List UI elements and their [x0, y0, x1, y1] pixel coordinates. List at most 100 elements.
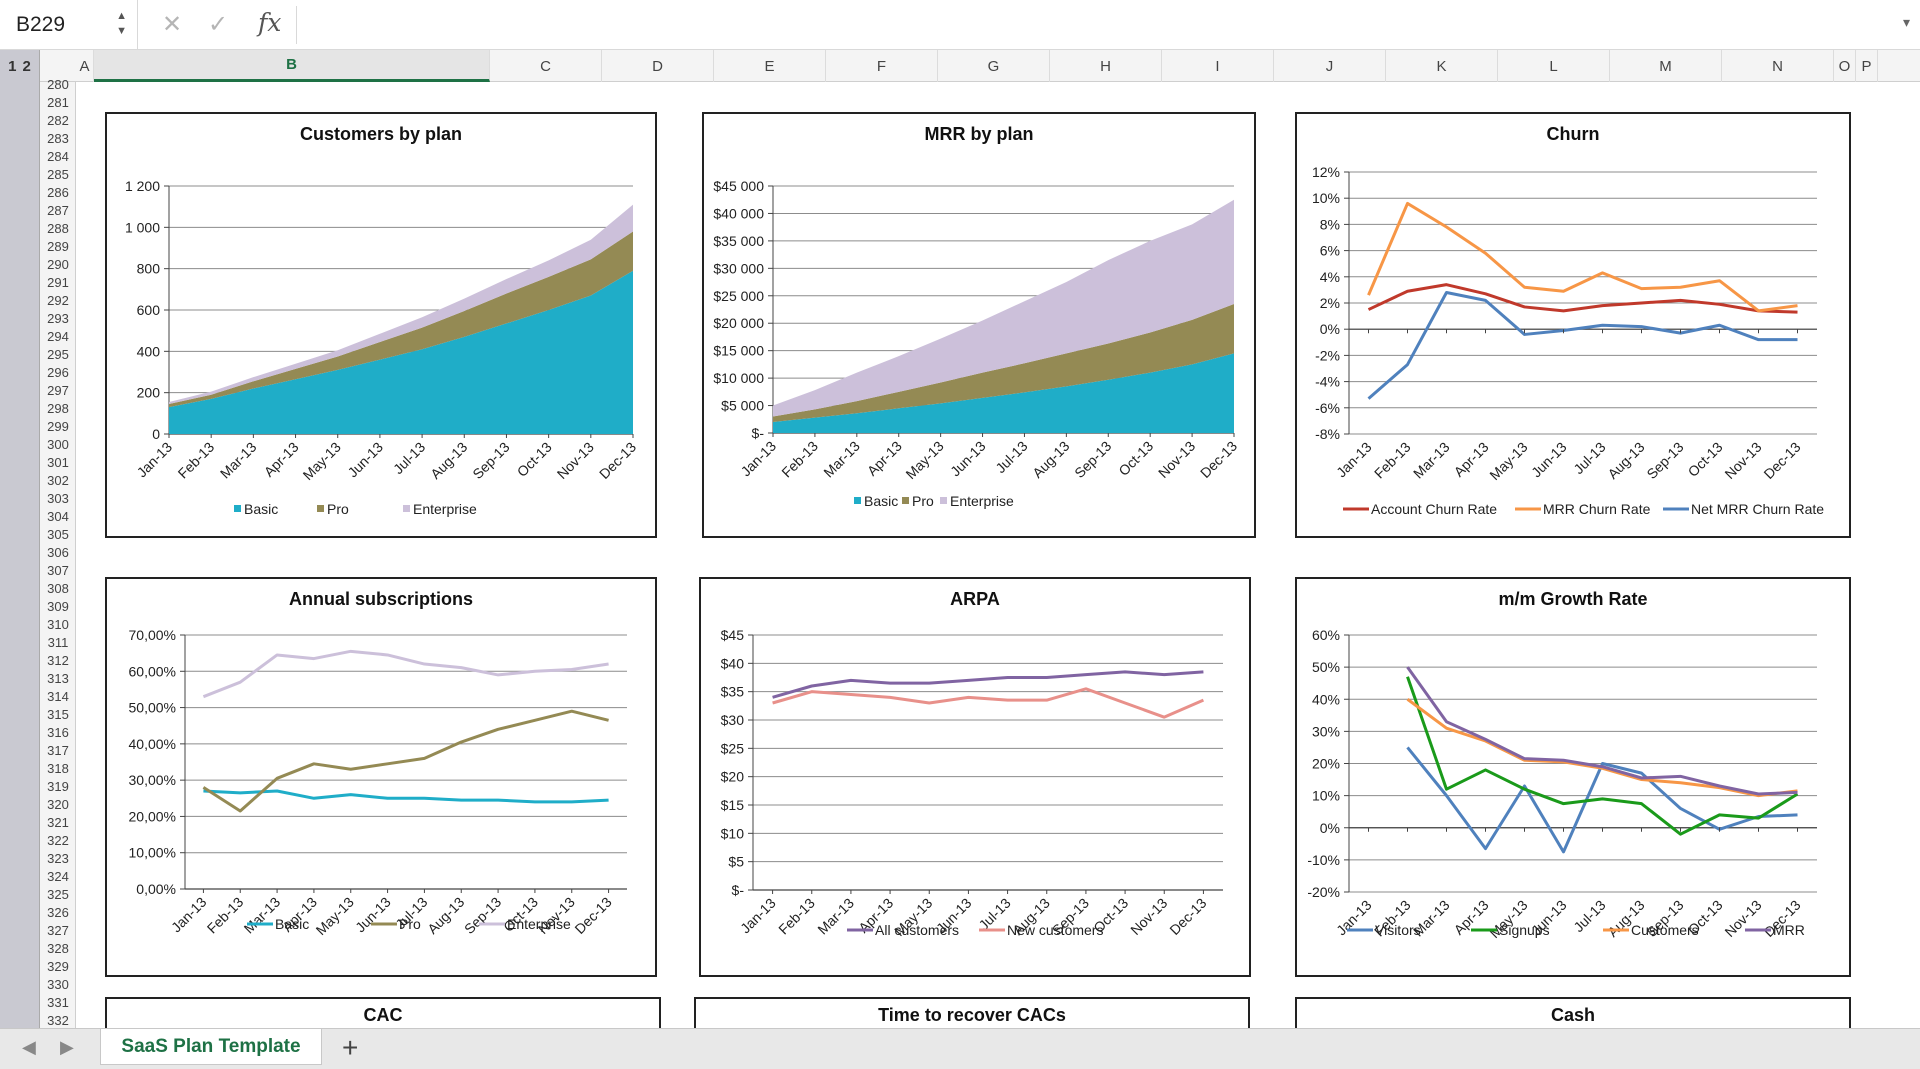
- column-header-a[interactable]: A: [76, 50, 94, 82]
- next-sheet-icon[interactable]: ▶: [60, 1037, 74, 1057]
- row-header[interactable]: 330: [47, 977, 69, 992]
- row-header[interactable]: 299: [47, 419, 69, 434]
- row-header[interactable]: 320: [47, 797, 69, 812]
- chart-title: Customers by plan: [299, 124, 463, 144]
- row-header[interactable]: 303: [47, 491, 69, 506]
- column-header-m[interactable]: M: [1610, 50, 1722, 82]
- row-header[interactable]: 289: [47, 239, 69, 254]
- row-header[interactable]: 287: [47, 203, 69, 218]
- name-box-value[interactable]: B229: [16, 13, 66, 36]
- formula-expand-icon[interactable]: ▾: [1902, 14, 1910, 30]
- row-header[interactable]: 291: [47, 275, 69, 290]
- column-header-p[interactable]: P: [1856, 50, 1878, 82]
- column-header-j[interactable]: J: [1274, 50, 1386, 82]
- row-header[interactable]: 290: [47, 257, 69, 272]
- chart-cac[interactable]: CAC: [105, 997, 661, 1028]
- row-header[interactable]: 300: [47, 437, 69, 452]
- row-header[interactable]: 319: [47, 779, 69, 794]
- row-header[interactable]: 329: [47, 959, 69, 974]
- column-header-d[interactable]: D: [602, 50, 714, 82]
- chart-cash[interactable]: Cash: [1295, 997, 1851, 1028]
- row-header[interactable]: 316: [47, 725, 69, 740]
- row-header[interactable]: 315: [47, 707, 69, 722]
- column-header-g[interactable]: G: [938, 50, 1050, 82]
- row-header[interactable]: 331: [47, 995, 69, 1010]
- row-header[interactable]: 323: [47, 851, 69, 866]
- sheet-tab-saas-plan-template[interactable]: SaaS Plan Template: [100, 1029, 322, 1065]
- x-tick-label: Feb-13: [175, 439, 218, 482]
- x-tick-label: Dec-13: [571, 894, 614, 937]
- row-header[interactable]: 317: [47, 743, 69, 758]
- column-header-i[interactable]: I: [1162, 50, 1274, 82]
- row-header[interactable]: 285: [47, 167, 69, 182]
- row-header[interactable]: 312: [47, 653, 69, 668]
- outline-level-1-button[interactable]: 1: [8, 57, 17, 75]
- row-header[interactable]: 306: [47, 545, 69, 560]
- row-header[interactable]: 296: [47, 365, 69, 380]
- column-header-f[interactable]: F: [826, 50, 938, 82]
- column-header-c[interactable]: C: [490, 50, 602, 82]
- column-header-b[interactable]: B: [94, 50, 490, 82]
- chart-time-to-recover-cacs[interactable]: Time to recover CACs: [694, 997, 1250, 1028]
- row-header[interactable]: 311: [47, 635, 69, 650]
- column-header-o[interactable]: O: [1834, 50, 1856, 82]
- enter-icon[interactable]: ✓: [208, 11, 229, 38]
- column-header-e[interactable]: E: [714, 50, 826, 82]
- row-header[interactable]: 292: [47, 293, 69, 308]
- row-header[interactable]: 298: [47, 401, 69, 416]
- row-header[interactable]: 324: [47, 869, 69, 884]
- row-header[interactable]: 314: [47, 689, 69, 704]
- function-icon[interactable]: fx: [258, 8, 282, 37]
- row-header[interactable]: 325: [47, 887, 69, 902]
- row-header[interactable]: 304: [47, 509, 69, 524]
- row-header[interactable]: 283: [47, 131, 69, 146]
- row-header[interactable]: 305: [47, 527, 69, 542]
- row-header[interactable]: 286: [47, 185, 69, 200]
- legend-swatch: [902, 497, 909, 504]
- row-header[interactable]: 284: [47, 149, 69, 164]
- chart-churn[interactable]: Churn -8% -6% -4% -2% 0% 2% 4% 6% 8% 10% 12% Jan-13 F…: [1295, 112, 1851, 538]
- row-header[interactable]: 313: [47, 671, 69, 686]
- row-header[interactable]: 302: [47, 473, 69, 488]
- row-header[interactable]: 309: [47, 599, 69, 614]
- prev-sheet-icon[interactable]: ◀: [22, 1037, 36, 1057]
- row-header[interactable]: 281: [47, 95, 69, 110]
- cancel-icon[interactable]: ✕: [162, 11, 183, 38]
- column-header-k[interactable]: K: [1386, 50, 1498, 82]
- chart-customers-by-plan[interactable]: Customers by plan 0 200 400 600 800 1 000 1 200…: [105, 112, 657, 538]
- row-header[interactable]: 301: [47, 455, 69, 470]
- row-header[interactable]: 326: [47, 905, 69, 920]
- row-header[interactable]: 318: [47, 761, 69, 776]
- row-header[interactable]: 294: [47, 329, 69, 344]
- formula-input[interactable]: [300, 8, 1890, 42]
- row-header[interactable]: 288: [47, 221, 69, 236]
- add-sheet-button[interactable]: +: [342, 1032, 359, 1063]
- row-header[interactable]: 328: [47, 941, 69, 956]
- row-header[interactable]: 282: [47, 113, 69, 128]
- column-header-n[interactable]: N: [1722, 50, 1834, 82]
- column-header-l[interactable]: L: [1498, 50, 1610, 82]
- row-header[interactable]: 280: [47, 77, 69, 92]
- row-header[interactable]: 308: [47, 581, 69, 596]
- row-header[interactable]: 295: [47, 347, 69, 362]
- chart-arpa[interactable]: ARPA $- $5 $10 $15 $20 $25 $30 $35 $40 $45 Jan-13 Fe…: [699, 577, 1251, 977]
- row-header[interactable]: 322: [47, 833, 69, 848]
- legend-label: MRR Churn Rate: [1543, 501, 1651, 517]
- column-header-h[interactable]: H: [1050, 50, 1162, 82]
- row-header[interactable]: 307: [47, 563, 69, 578]
- outline-level-2-button[interactable]: 2: [22, 57, 31, 75]
- name-box-stepper-icon[interactable]: ▲ ▼: [116, 10, 127, 37]
- y-tick-label: 0%: [1320, 321, 1340, 337]
- chart-annual-subscriptions[interactable]: Annual subscriptions 0,00% 10,00% 20,00% 30,…: [105, 577, 657, 977]
- row-header[interactable]: 332: [47, 1013, 69, 1028]
- line-series-signups: [1406, 676, 1799, 836]
- row-header[interactable]: 297: [47, 383, 69, 398]
- name-box[interactable]: B229 ▲ ▼: [0, 0, 138, 50]
- chart-mrr-by-plan[interactable]: MRR by plan $- $5 000 $10 000 $15 000 $20 000…: [702, 112, 1256, 538]
- chart-m-m-growth-rate[interactable]: m/m Growth Rate -20% -10% 0% 10% 20% 30% 40% 50%…: [1295, 577, 1851, 977]
- row-header[interactable]: 327: [47, 923, 69, 938]
- sheet-grid[interactable]: Customers by plan 0 200 400 600 800 1 000 1 200…: [77, 82, 1920, 1028]
- row-header[interactable]: 293: [47, 311, 69, 326]
- row-header[interactable]: 310: [47, 617, 69, 632]
- row-header[interactable]: 321: [47, 815, 69, 830]
